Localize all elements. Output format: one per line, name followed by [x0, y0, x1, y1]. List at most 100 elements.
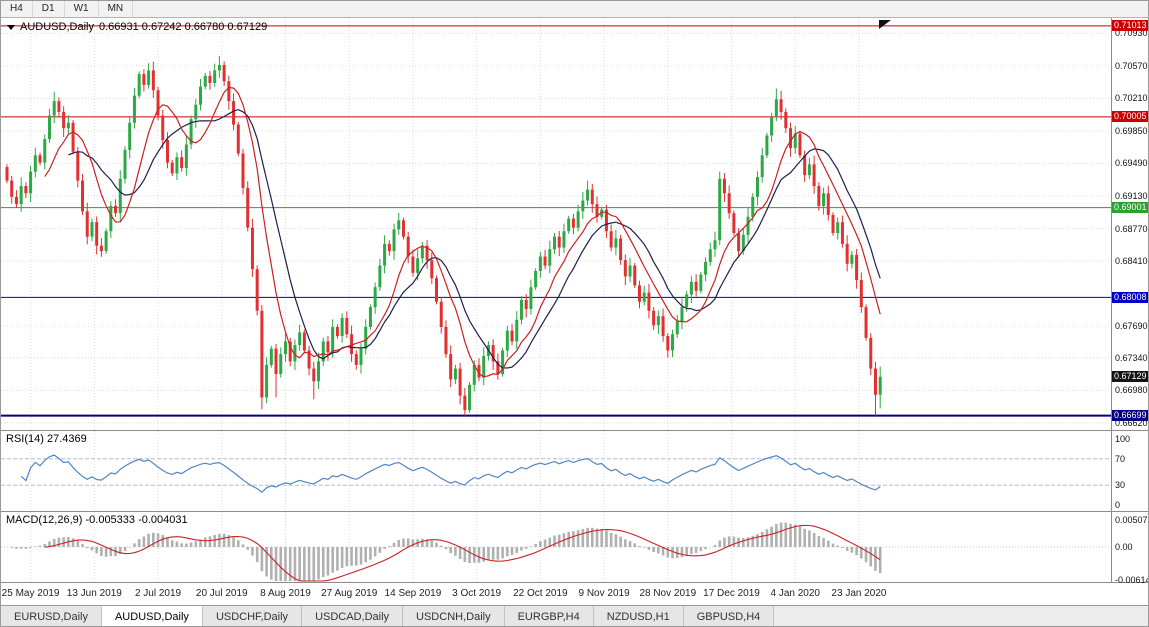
tab-eurusd-daily[interactable]: EURUSD,Daily [1, 606, 102, 626]
candle-body [840, 222, 844, 244]
candle-body [850, 254, 854, 264]
date-label: 9 Nov 2019 [578, 588, 630, 599]
candle-body [496, 361, 500, 374]
candle-body [265, 364, 269, 398]
candle-body [161, 115, 165, 140]
macd-panel: MACD(12,26,9) -0.005333 -0.004031 0.0050… [1, 512, 1149, 585]
price-tick: 0.66620 [1115, 417, 1148, 428]
tab-usdchf-daily[interactable]: USDCHF,Daily [202, 606, 303, 626]
candle-body [184, 144, 188, 168]
macd-scale-tick: -0.00614 [1115, 574, 1149, 585]
date-label: 23 Jan 2020 [831, 588, 887, 599]
macd-values: -0.005333 -0.004031 [85, 514, 188, 526]
chart-tab-bar: EURUSD,Daily AUDUSD,Daily USDCHF,Daily USDC… [1, 605, 1148, 626]
price-scale[interactable]: 0.70930 0.70570 0.70210 0.69850 0.69490 0.691… [1111, 18, 1148, 430]
candle-body [199, 86, 203, 105]
candle-body [425, 245, 429, 261]
candle-body [463, 395, 467, 411]
candle-body [604, 209, 608, 232]
candle-body [66, 122, 70, 129]
date-label: 27 Aug 2019 [321, 588, 378, 599]
candle-body [675, 321, 679, 335]
candle-body [600, 209, 604, 217]
candle-body [312, 368, 316, 382]
chart-menu-arrow-icon[interactable] [7, 24, 15, 30]
rsi-scale[interactable]: 100 70 30 0 [1111, 431, 1148, 511]
tab-eurgbp-h4[interactable]: EURGBP,H4 [504, 606, 594, 626]
candle-body [411, 256, 415, 273]
candle-body [383, 243, 387, 266]
candle-body [699, 274, 703, 291]
candle-body [774, 99, 778, 118]
moving-average-fast [44, 86, 881, 378]
rsi-value: 27.4369 [46, 433, 87, 445]
candle-body [708, 249, 712, 262]
candle-body [208, 75, 212, 84]
candle-body [194, 104, 198, 120]
rsi-panel: RSI(14) 27.4369 100 70 30 0 [1, 431, 1148, 512]
candle-body [822, 193, 826, 206]
candle-body [491, 345, 495, 362]
candle-body [453, 368, 457, 380]
main-chart-canvas[interactable] [1, 18, 1112, 430]
timeframe-button-w1[interactable]: W1 [65, 1, 99, 17]
candle-body [170, 162, 174, 174]
candle-body [614, 238, 618, 248]
candle-body [241, 153, 245, 188]
candle-body [227, 81, 231, 102]
candle-body [47, 115, 51, 140]
tab-audusd-daily[interactable]: AUDUSD,Daily [101, 606, 203, 626]
time-axis[interactable]: 25 May 2019 13 Jun 2019 2 Jul 2019 20 Jul 2… [1, 583, 1148, 605]
price-tick: 0.70930 [1115, 28, 1148, 39]
timeframe-button-h4[interactable]: H4 [1, 1, 33, 17]
candle-body [755, 177, 759, 197]
candle-body [477, 364, 481, 378]
rsi-canvas[interactable] [1, 431, 1112, 511]
candle-body [817, 186, 821, 206]
candle-body [590, 189, 594, 205]
candle-body [519, 299, 523, 320]
candle-body [869, 337, 873, 369]
candle-body [553, 236, 557, 250]
candle-body [515, 319, 519, 342]
candle-body [345, 317, 349, 335]
candle-body [637, 285, 641, 302]
candle-body [279, 354, 283, 374]
tab-nzdusd-h1[interactable]: NZDUSD,H1 [593, 606, 684, 626]
candle-body [62, 111, 66, 129]
rsi-scale-tick: 70 [1115, 453, 1126, 464]
candle-body [458, 368, 462, 396]
macd-scale[interactable]: 0.00507 0.00 -0.00614 [1111, 512, 1149, 585]
candle-body [671, 334, 675, 351]
candle-body [331, 327, 335, 353]
candle-body [114, 205, 118, 214]
timeframe-button-d1[interactable]: D1 [33, 1, 65, 17]
candle-body [189, 119, 193, 145]
candle-body [137, 74, 141, 96]
candle-body [623, 260, 627, 277]
macd-scale-tick: 0.00 [1115, 542, 1133, 552]
tab-usdcad-daily[interactable]: USDCAD,Daily [302, 606, 404, 626]
candle-body [557, 236, 561, 248]
tab-usdcnh-daily[interactable]: USDCNH,Daily [403, 606, 505, 626]
candle-body [269, 348, 273, 365]
date-label: 22 Oct 2019 [513, 588, 568, 599]
candle-body [534, 270, 538, 288]
macd-canvas[interactable] [1, 512, 1112, 582]
chart-shift-marker-icon [879, 20, 891, 29]
tab-gbpusd-h4[interactable]: GBPUSD,H4 [683, 606, 775, 626]
candle-body [321, 341, 325, 362]
rsi-label: RSI(14) [6, 433, 44, 445]
candle-body [765, 135, 769, 156]
candle-body [652, 310, 656, 326]
candle-body [350, 334, 354, 355]
candle-body [798, 133, 802, 156]
candle-body [548, 249, 552, 266]
candle-body [378, 265, 382, 288]
candle-body [33, 155, 37, 172]
candle-body [803, 155, 807, 176]
timeframe-button-mn[interactable]: MN [99, 1, 134, 17]
candle-body [449, 354, 453, 380]
candle-body [246, 187, 250, 228]
